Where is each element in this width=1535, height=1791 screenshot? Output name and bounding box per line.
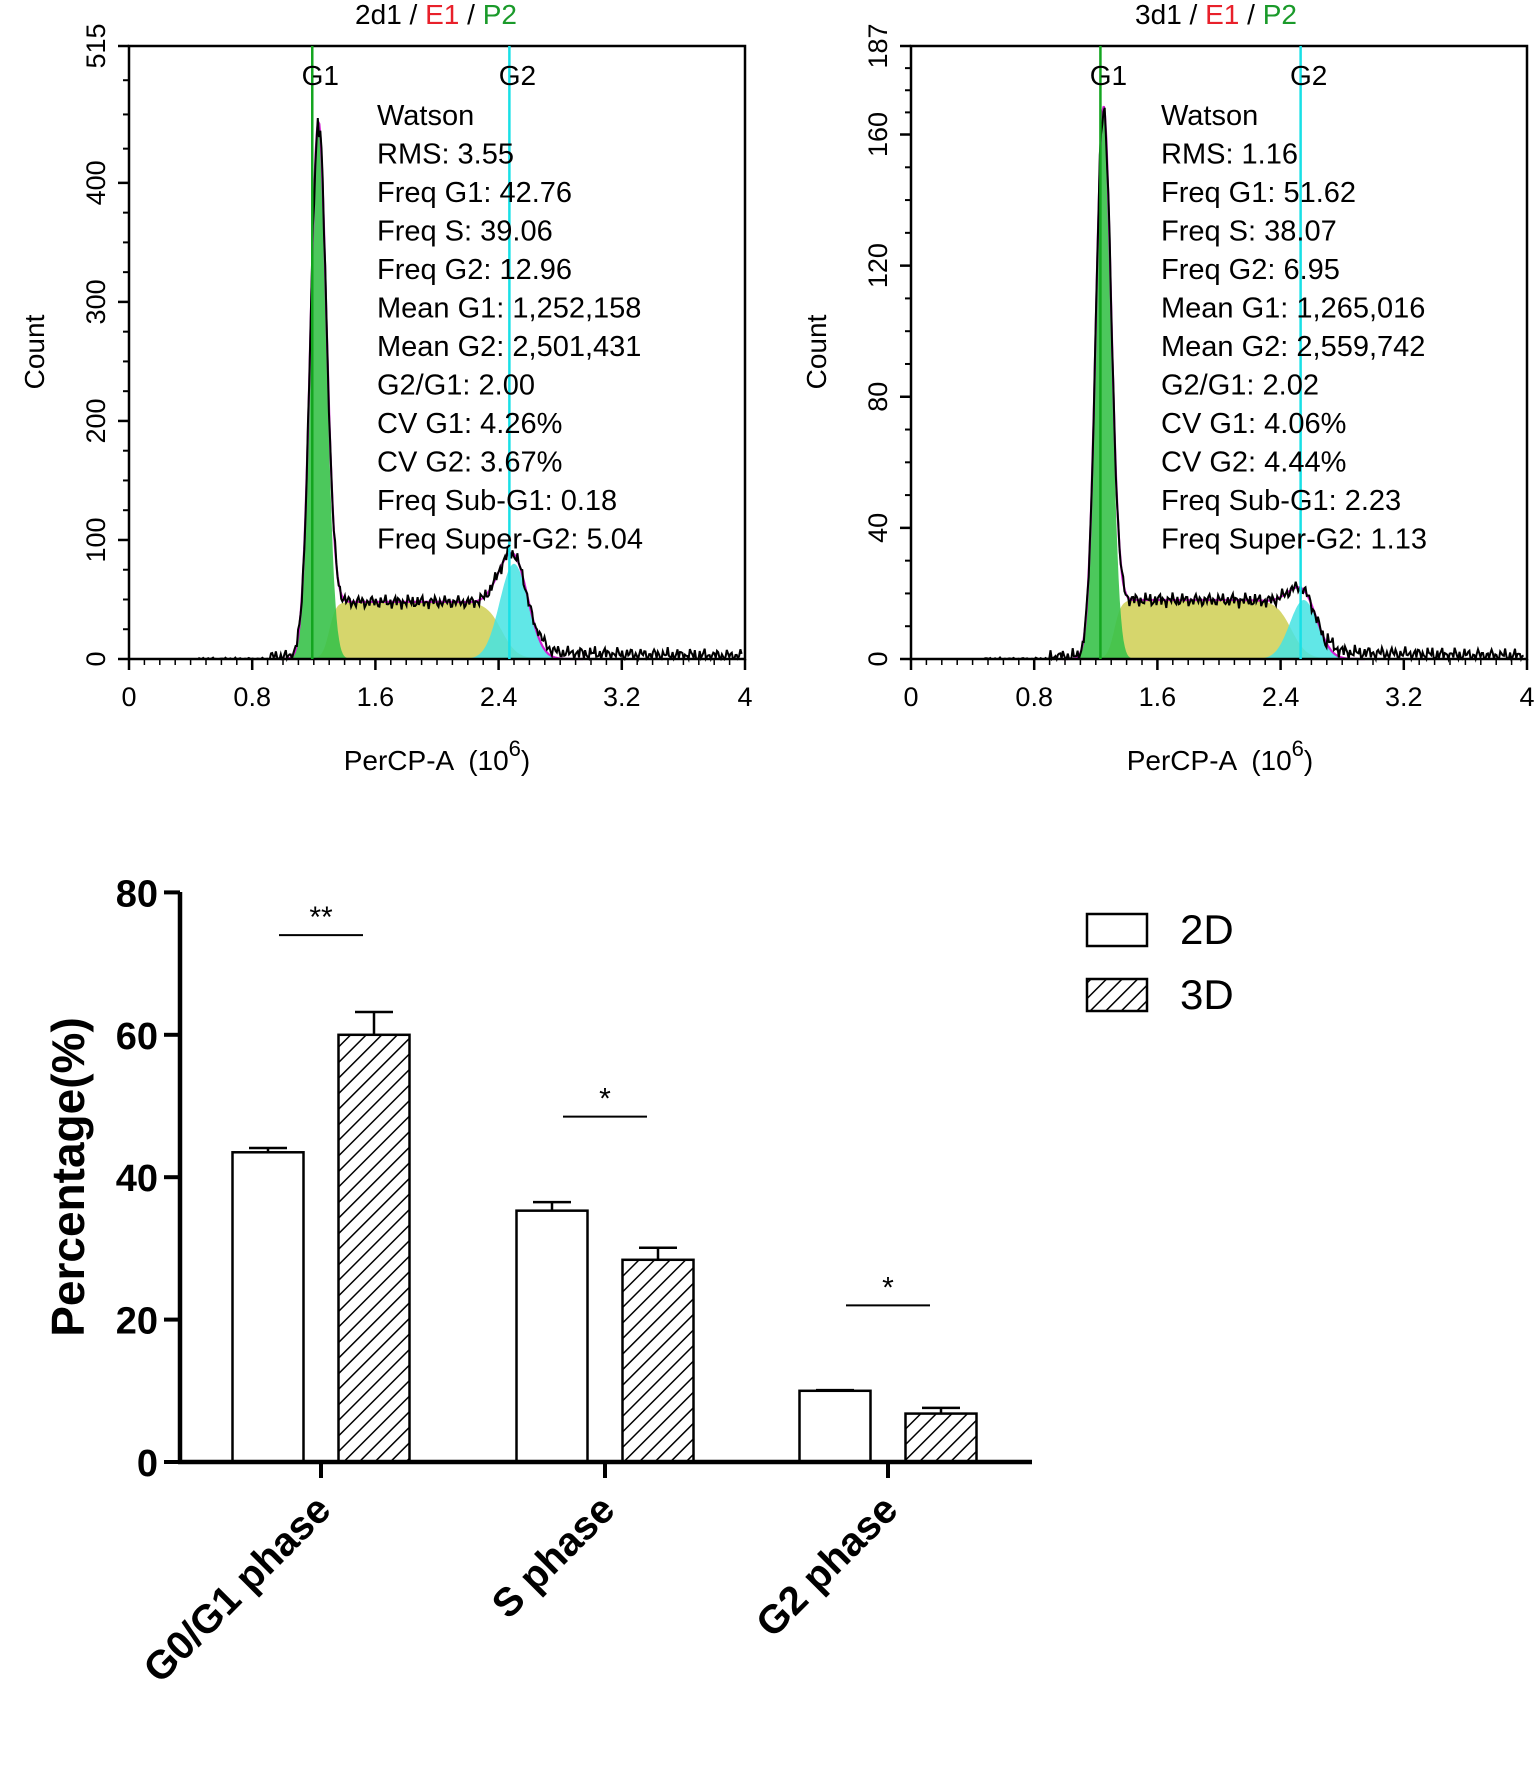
x-tick-label: 0.8 [1015, 682, 1053, 712]
bar-2d [515, 1209, 589, 1464]
stats-line: Watson [377, 100, 474, 132]
stats-line: Mean G1: 1,265,016 [1161, 293, 1425, 325]
stats-line: G2/G1: 2.00 [377, 370, 535, 402]
y-tick-label: 60 [116, 1016, 158, 1058]
histogram-title: 2d1 / E1 / P2 [355, 0, 517, 30]
y-axis-label: Count [801, 314, 832, 389]
x-tick-label: 3.2 [603, 682, 641, 712]
significance-label: * [599, 1083, 611, 1116]
stats-line: CV G1: 4.26% [377, 408, 562, 440]
g2-marker-label: G2 [499, 60, 536, 91]
stats-line: Freq S: 39.06 [377, 216, 553, 248]
y-axis-label: Count [19, 314, 50, 389]
stats-line: Freq Sub-G1: 2.23 [1161, 485, 1401, 517]
watson-stats: Watson RMS: 3.55 Freq G1: 42.76 Freq S: 39.… [377, 100, 643, 556]
stats-line: CV G2: 4.44% [1161, 447, 1346, 479]
y-tick-label: 300 [81, 279, 111, 324]
stats-line: Freq Super-G2: 1.13 [1161, 524, 1427, 556]
x-tick-label: 4 [737, 682, 752, 712]
histogram-3d: 3d1 / E1 / P2 G1 G2 Watson RMS: 1.16 Freq … [801, 0, 1535, 776]
g2-peak-area [279, 563, 583, 659]
stats-line: Freq G1: 51.62 [1161, 177, 1356, 209]
x-tick-label: 4 [1519, 682, 1534, 712]
x-axis-label: PerCP-A (106) [344, 736, 531, 776]
bar-2d [798, 1389, 872, 1464]
stats-line: Freq S: 38.07 [1161, 216, 1337, 248]
legend-swatch-3d [1085, 977, 1149, 1013]
y-tick-label: 515 [81, 23, 111, 68]
x-tick-label: 1.6 [357, 682, 395, 712]
y-tick-label: 187 [863, 23, 893, 68]
y-tick-label: 400 [81, 160, 111, 205]
y-tick-label: 80 [863, 382, 893, 412]
stats-line: G2/G1: 2.02 [1161, 370, 1319, 402]
y-tick-label: 0 [863, 651, 893, 666]
x-tick-label: G2 phase [748, 1487, 906, 1645]
watson-stats: Watson RMS: 1.16 Freq G1: 51.62 Freq S: 38.… [1161, 100, 1427, 556]
stats-line: Mean G1: 1,252,158 [377, 293, 641, 325]
stats-line: RMS: 1.16 [1161, 139, 1298, 171]
g1-peak-area [1061, 108, 1365, 659]
histogram-title: 3d1 / E1 / P2 [1135, 0, 1297, 30]
legend-label-3d: 3D [1180, 971, 1234, 1018]
histogram-2d: 2d1 / E1 / P2 G1 G2 Watson RMS: 3.55 Freq … [19, 0, 753, 776]
y-tick-label: 40 [116, 1158, 158, 1200]
stats-line: Freq Super-G2: 5.04 [377, 524, 643, 556]
stats-line: RMS: 3.55 [377, 139, 514, 171]
stats-line: CV G2: 3.67% [377, 447, 562, 479]
y-tick-label: 40 [863, 513, 893, 543]
y-tick-label: 160 [863, 112, 893, 157]
x-tick-label: S phase [484, 1487, 624, 1627]
x-tick-label: 3.2 [1385, 682, 1423, 712]
stats-line: Freq G2: 12.96 [377, 254, 572, 286]
data-trace-line [197, 118, 743, 663]
bar-3d [904, 1412, 978, 1464]
y-tick-label: 0 [137, 1443, 158, 1485]
stats-line: Watson [1161, 100, 1258, 132]
y-axis-label: Percentage(%) [42, 1017, 94, 1337]
bar-2d [231, 1151, 305, 1464]
g1-peak-area [279, 123, 583, 660]
g1-marker-label: G1 [302, 60, 339, 91]
y-tick-label: 80 [116, 873, 158, 915]
g1-marker-label: G1 [1090, 60, 1127, 91]
y-tick-label: 100 [81, 517, 111, 562]
stats-line: Mean G2: 2,559,742 [1161, 331, 1425, 363]
significance-label: ** [309, 901, 333, 934]
x-tick-label: 2.4 [1262, 682, 1300, 712]
bar-3d [337, 1033, 411, 1464]
g2-peak-area [1061, 600, 1365, 659]
y-tick-label: 0 [81, 651, 111, 666]
legend: 2D 3D [1085, 906, 1234, 1018]
legend-swatch-2d [1085, 912, 1149, 948]
y-tick-label: 120 [863, 243, 893, 288]
x-tick-label: 0 [121, 682, 136, 712]
g2-marker-label: G2 [1290, 60, 1327, 91]
x-tick-label: 2.4 [480, 682, 518, 712]
x-tick-label: 1.6 [1139, 682, 1177, 712]
stats-line: Freq Sub-G1: 0.18 [377, 485, 617, 517]
x-tick-label: G0/G1 phase [135, 1487, 339, 1691]
x-tick-label: 0.8 [233, 682, 271, 712]
y-tick-label: 20 [116, 1301, 158, 1343]
legend-label-2d: 2D [1180, 906, 1234, 953]
significance-label: * [882, 1271, 894, 1304]
x-tick-label: 0 [903, 682, 918, 712]
stats-line: Freq G1: 42.76 [377, 177, 572, 209]
y-tick-label: 200 [81, 398, 111, 443]
bar-3d [621, 1258, 695, 1464]
stats-line: Mean G2: 2,501,431 [377, 331, 641, 363]
stats-line: CV G1: 4.06% [1161, 408, 1346, 440]
stats-line: Freq G2: 6.95 [1161, 254, 1340, 286]
x-axis-label: PerCP-A (106) [1127, 736, 1314, 776]
